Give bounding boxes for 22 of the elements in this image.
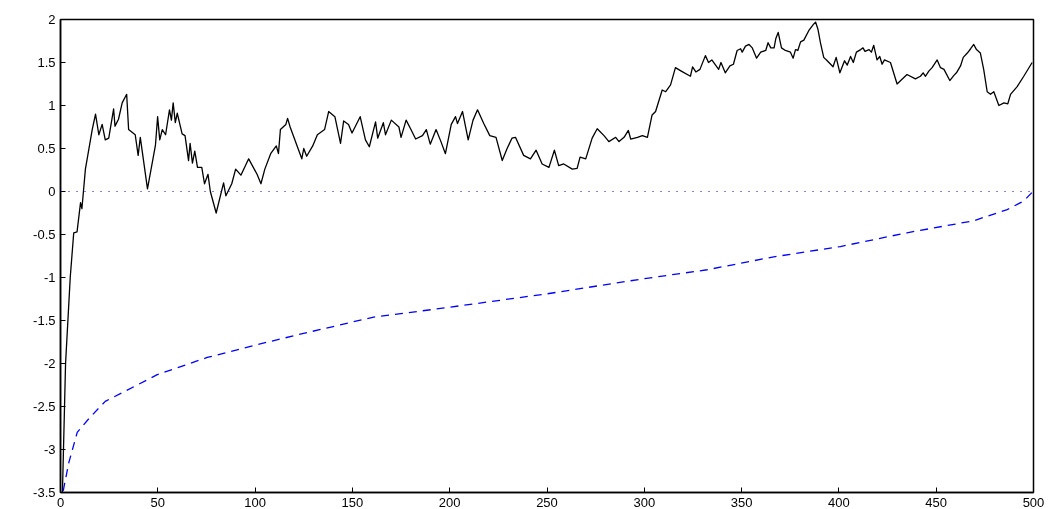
y-tick-label: 0.5 — [37, 141, 56, 156]
y-tick-label: -2 — [43, 356, 56, 371]
x-tick-label: 200 — [438, 494, 461, 509]
x-tick-label: 500 — [1022, 494, 1045, 509]
x-tick-label: 350 — [730, 494, 753, 509]
y-tick-label: -2.5 — [33, 399, 56, 414]
x-tick-label: 300 — [633, 494, 656, 509]
x-tick-label: 100 — [244, 494, 266, 509]
y-tick-label: 1 — [48, 98, 56, 113]
y-tick-label: -3 — [43, 442, 56, 457]
y-tick-label: 2 — [48, 12, 56, 27]
y-tick-label: -3.5 — [33, 485, 56, 500]
x-tick-label: 400 — [828, 494, 850, 509]
x-tick-label: 50 — [150, 494, 166, 509]
y-tick-label: -0.5 — [33, 227, 56, 242]
y-tick-label: -1 — [43, 270, 56, 285]
y-tick-label: 1.5 — [37, 55, 56, 70]
y-tick-label: 0 — [48, 184, 56, 199]
y-tick-label: -1.5 — [33, 313, 56, 328]
x-tick-label: 250 — [536, 494, 558, 509]
x-tick-label: 150 — [341, 494, 364, 509]
x-tick-label: 450 — [925, 494, 948, 509]
